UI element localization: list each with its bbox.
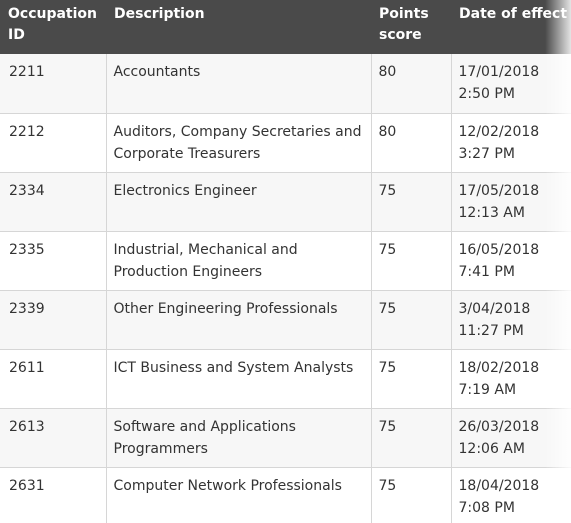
table-row: 2339 Other Engineering Professionals 75 … [0,290,571,350]
header-row: Occupation ID Description Points score D… [0,0,571,54]
table-header: Occupation ID Description Points score D… [0,0,571,54]
cell-points-score: 75 [370,290,452,350]
cell-occupation-id: 2339 [0,290,107,350]
cell-points-score: 80 [370,113,452,173]
table-body: 2211 Accountants 80 17/01/2018 2:50 PM 2… [0,54,571,523]
table-row: 2335 Industrial, Mechanical and Producti… [0,231,571,291]
header-description: Description [114,6,205,22]
cell-description: Software and Applications Programmers [105,408,372,468]
cell-date-of-effect: 18/04/2018 7:08 PM [450,467,571,523]
cell-description: Industrial, Mechanical and Production En… [105,231,372,291]
cell-date-of-effect: 3/04/2018 11:27 PM [450,290,571,350]
cell-date-of-effect: 18/02/2018 7:19 AM [450,349,571,409]
table-row: 2334 Electronics Engineer 75 17/05/2018 … [0,172,571,232]
cell-description: Auditors, Company Secretaries and Corpor… [105,113,372,173]
cell-occupation-id: 2211 [0,54,107,114]
cell-occupation-id: 2335 [0,231,107,291]
cell-description: ICT Business and System Analysts [105,349,372,409]
cell-occupation-id: 2613 [0,408,107,468]
cell-occupation-id: 2611 [0,349,107,409]
header-occupation-id: Occupation ID [8,6,98,43]
cell-occupation-id: 2212 [0,113,107,173]
table-row: 2211 Accountants 80 17/01/2018 2:50 PM [0,54,571,114]
cell-points-score: 80 [370,54,452,114]
table-row: 2631 Computer Network Professionals 75 1… [0,467,571,523]
table-row: 2611 ICT Business and System Analysts 75… [0,349,571,409]
cell-date-of-effect: 16/05/2018 7:41 PM [450,231,571,291]
table-row: 2613 Software and Applications Programme… [0,408,571,468]
table-row: 2212 Auditors, Company Secretaries and C… [0,113,571,173]
cell-occupation-id: 2631 [0,467,107,523]
cell-date-of-effect: 17/01/2018 2:50 PM [450,54,571,114]
cell-description: Electronics Engineer [105,172,372,232]
cell-date-of-effect: 12/02/2018 3:27 PM [450,113,571,173]
header-points-score: Points score [379,6,429,43]
header-date-of-effect: Date of effect [459,6,568,22]
cell-points-score: 75 [370,467,452,523]
cell-description: Other Engineering Professionals [105,290,372,350]
cell-date-of-effect: 17/05/2018 12:13 AM [450,172,571,232]
cell-points-score: 75 [370,231,452,291]
cell-date-of-effect: 26/03/2018 12:06 AM [450,408,571,468]
cell-points-score: 75 [370,408,452,468]
cell-points-score: 75 [370,172,452,232]
cell-description: Computer Network Professionals [105,467,372,523]
cell-points-score: 75 [370,349,452,409]
cell-occupation-id: 2334 [0,172,107,232]
cell-description: Accountants [105,54,372,114]
